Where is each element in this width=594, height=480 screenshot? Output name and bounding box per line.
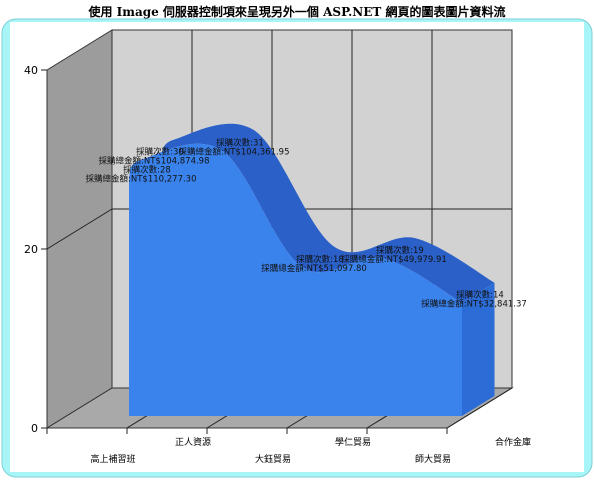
y-tick-label: 40: [24, 64, 38, 77]
x-tick-label: 師大貿易: [415, 453, 451, 465]
area-series-top: [129, 123, 495, 303]
data-label: 採購總金額:NT$104,361.95: [179, 147, 290, 158]
data-label: 採購次數:31: [216, 138, 264, 149]
data-label: 採購總金額:NT$32,841.37: [421, 299, 527, 310]
data-label: 採購次數:18: [296, 254, 344, 265]
area-series-side: [462, 282, 495, 416]
data-label: 採購次數:14: [456, 290, 504, 301]
data-label: 採購總金額:NT$49,979.91: [341, 254, 447, 265]
data-label: 採購總金額:NT$104,874.98: [99, 156, 210, 167]
data-label: 採購總金額:NT$51,097.80: [261, 263, 367, 274]
x-tick-label: 合作金庫: [495, 436, 531, 448]
x-tick-label: 正人資源: [175, 436, 211, 448]
data-label: 採購次數:28: [123, 164, 171, 175]
grid-line-side: [46, 208, 113, 250]
grid-line-floor: [446, 387, 513, 429]
chart-title: 使用 Image 伺服器控制項來呈現另外一個 ASP.NET 網頁的圖表圖片資料…: [88, 5, 506, 19]
y-tick-label: 0: [31, 422, 38, 435]
x-tick-label: 大鈺貿易: [255, 453, 291, 465]
area-series-front: [129, 143, 462, 416]
x-tick-label: 高上補習班: [90, 453, 135, 465]
data-label: 採購次數:30: [136, 147, 184, 158]
data-label: 採購次數:19: [376, 245, 424, 256]
data-label: 採購總金額:NT$110,277.30: [86, 173, 197, 184]
y-tick-label: 20: [24, 243, 38, 256]
x-tick-label: 學仁貿易: [335, 436, 371, 448]
